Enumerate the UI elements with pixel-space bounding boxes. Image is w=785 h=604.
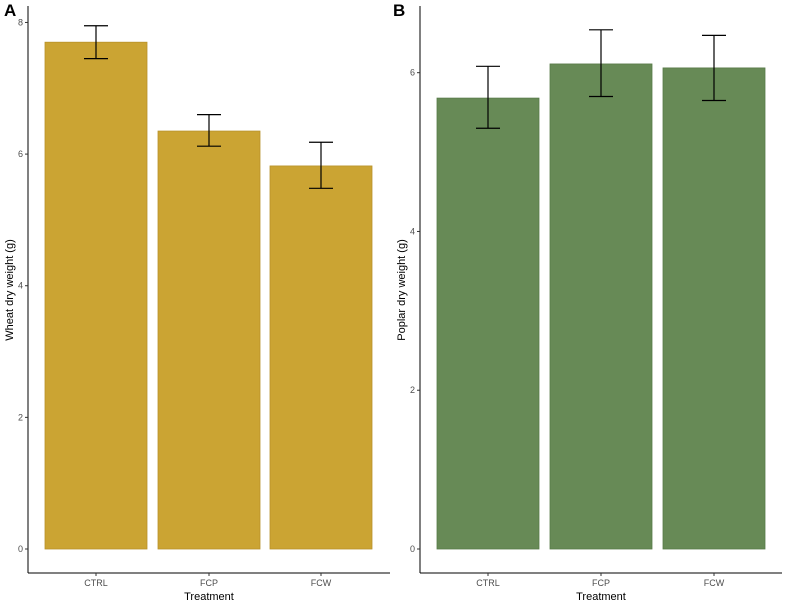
error-bar-b-fcw [702, 34, 726, 102]
error-bar-b-ctrl [476, 65, 500, 129]
x-tick-label-a-ctrl: CTRL [84, 578, 108, 588]
y-tick-label-a-4: 4 [18, 281, 23, 291]
y-tick-label-b-2: 2 [410, 385, 415, 395]
panel-a: A Wheat dry weight (g) Treatment 0 2 4 6 8 CT… [4, 1, 390, 603]
error-bars-b [476, 29, 726, 129]
bar-a-ctrl [44, 41, 148, 550]
tick-labels-b: 0 2 4 6 CTRL FCP FCW [410, 68, 725, 588]
error-bar-a-fcw [309, 141, 333, 189]
tick-labels-a: 0 2 4 6 8 CTRL FCP FCW [18, 17, 332, 588]
bar-b-fcw [662, 67, 766, 550]
error-bars-a [84, 25, 333, 189]
x-tick-label-a-fcw: FCW [311, 578, 332, 588]
x-tick-label-b-fcw: FCW [704, 578, 725, 588]
panel-label-b: B [393, 1, 405, 20]
bars-a [44, 41, 373, 550]
panel-b: B Poplar dry weight (g) Treatment 0 2 4 6 CT… [393, 1, 782, 603]
bar-a-fcw [269, 165, 373, 550]
y-tick-label-a-2: 2 [18, 412, 23, 422]
axes-b [417, 6, 782, 576]
y-tick-label-b-6: 6 [410, 68, 415, 78]
y-axis-title-b: Poplar dry weight (g) [396, 239, 408, 341]
y-tick-label-b-4: 4 [410, 226, 415, 236]
bar-b-fcp [549, 63, 653, 550]
axes-a [25, 6, 390, 576]
y-tick-label-a-0: 0 [18, 544, 23, 554]
error-bar-a-ctrl [84, 25, 108, 60]
bar-a-fcp [157, 130, 261, 550]
error-bar-a-fcp [197, 114, 221, 147]
x-axis-title-b: Treatment [576, 591, 626, 603]
error-bar-b-fcp [589, 29, 613, 98]
x-axis-title-a: Treatment [184, 591, 234, 603]
x-tick-label-b-ctrl: CTRL [476, 578, 500, 588]
y-tick-label-a-6: 6 [18, 149, 23, 159]
y-tick-label-a-8: 8 [18, 17, 23, 27]
bars-b [436, 63, 766, 550]
x-tick-label-b-fcp: FCP [592, 578, 610, 588]
y-axis-title-a: Wheat dry weight (g) [4, 239, 16, 340]
y-tick-label-b-0: 0 [410, 544, 415, 554]
panel-label-a: A [4, 1, 16, 20]
bar-b-ctrl [436, 97, 540, 550]
x-tick-label-a-fcp: FCP [200, 578, 218, 588]
